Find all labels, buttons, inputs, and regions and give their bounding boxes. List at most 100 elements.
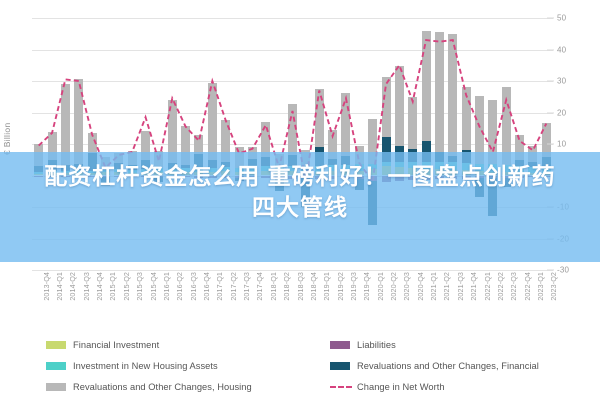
- legend-item[interactable]: Liabilities: [330, 334, 539, 355]
- x-tick-label: 2019-Q2: [335, 272, 345, 301]
- y-tick-dash: [547, 80, 554, 82]
- bar-segment: [381, 137, 391, 163]
- x-tick-label: 2019-Q1: [322, 272, 332, 301]
- bar-segment: [394, 65, 404, 146]
- x-tick-label: 2022-Q3: [509, 272, 519, 301]
- x-tick-label: 2015-Q2: [121, 272, 131, 301]
- legend-label: Financial Investment: [73, 339, 160, 350]
- bar-segment: [328, 130, 338, 159]
- gridline-30: [32, 81, 553, 82]
- legend-label: Revaluations and Other Changes, Financia…: [357, 360, 539, 371]
- promo-banner-overlay: 配资杠杆资金怎么用 重磅利好！一图盘点创新药 四大管线: [0, 152, 600, 262]
- legend-label: Liabilities: [357, 339, 396, 350]
- y-tick-label: -30: [557, 265, 570, 275]
- x-tick-label: 2018-Q3: [295, 272, 305, 301]
- x-tick-label: 2021-Q3: [455, 272, 465, 301]
- legend-item[interactable]: Change in Net Worth: [330, 376, 539, 397]
- x-tick-label: 2020-Q1: [375, 272, 385, 301]
- bar-segment: [515, 134, 525, 160]
- legend-item[interactable]: Investment in New Housing Assets: [46, 355, 252, 376]
- legend-column-left: Financial Investment Investment in New Ho…: [46, 334, 252, 397]
- bar-segment: [408, 97, 418, 150]
- x-tick-label: 2020-Q2: [389, 272, 398, 301]
- x-tick-label: 2019-Q4: [362, 272, 372, 301]
- y-tick-label: 50: [557, 13, 567, 23]
- legend-column-right: Liabilities Revaluations and Other Change…: [330, 334, 539, 397]
- bar-segment: [541, 122, 551, 158]
- x-tick-label: 2019-Q3: [348, 272, 358, 301]
- bar-segment: [288, 104, 297, 155]
- x-tick-label: 2022-Q2: [495, 272, 505, 301]
- legend-swatch-icon: [46, 340, 66, 349]
- legend-swatch-icon: [46, 382, 66, 391]
- legend-item[interactable]: Financial Investment: [46, 334, 252, 355]
- x-tick-label: 2022-Q1: [482, 272, 492, 301]
- chart-legend: Financial Investment Investment in New Ho…: [0, 330, 600, 400]
- y-tick-dash: [547, 17, 554, 19]
- x-tick-label: 2022-Q4: [522, 272, 532, 301]
- x-tick-label: 2017-Q3: [242, 272, 252, 301]
- x-tick-label: 2013-Q4: [41, 272, 51, 301]
- x-tick-label: 2016-Q1: [161, 272, 171, 301]
- legend-item[interactable]: Revaluations and Other Changes, Housing: [46, 376, 252, 397]
- banner-line-2: 四大管线: [252, 194, 348, 220]
- legend-swatch-icon: [330, 385, 352, 388]
- legend-swatch-icon: [330, 340, 350, 349]
- bar-segment: [194, 135, 204, 155]
- bar-segment: [381, 77, 391, 138]
- x-tick-label: 2017-Q4: [255, 272, 265, 301]
- x-tick-label: 2014-Q1: [55, 272, 65, 301]
- x-tick-label: 2017-Q2: [228, 272, 238, 301]
- x-tick-label: 2020-Q4: [415, 272, 425, 301]
- x-tick-label: 2015-Q3: [135, 272, 145, 301]
- bar-segment: [421, 141, 431, 162]
- y-tick-label: 20: [557, 108, 567, 117]
- bar-segment: [181, 125, 191, 166]
- y-tick-dash: [547, 143, 554, 145]
- x-tick-label: 2014-Q4: [95, 272, 105, 301]
- gridline-50: [32, 18, 553, 19]
- y-tick-label: 30: [557, 76, 567, 86]
- y-tick-dash: [547, 112, 554, 113]
- bar-segment: [475, 95, 485, 164]
- bar-segment: [448, 34, 458, 156]
- x-tick-label: 2014-Q2: [68, 272, 78, 301]
- x-tick-label: 2016-Q4: [201, 272, 211, 301]
- y-tick-label: 10: [557, 139, 567, 149]
- bar-segment: [167, 99, 177, 163]
- banner-line-1: 配资杠杆资金怎么用 重磅利好！一图盘点创新药: [44, 163, 556, 189]
- x-tick-label: 2018-Q4: [308, 272, 318, 301]
- x-tick-label: 2018-Q2: [282, 272, 292, 301]
- legend-label: Revaluations and Other Changes, Housing: [73, 381, 252, 392]
- y-axis-title: € Billion: [2, 122, 12, 155]
- bar-segment: [221, 119, 231, 163]
- x-tick-label: 2015-Q1: [108, 272, 118, 301]
- x-tick-label: 2023-Q1: [535, 272, 545, 301]
- bar-segment: [87, 132, 97, 154]
- x-tick-label: 2017-Q1: [215, 272, 225, 301]
- legend-label: Change in Net Worth: [357, 381, 445, 392]
- x-tick-label: 2023-Q2: [549, 272, 559, 301]
- bar-segment: [488, 99, 498, 165]
- bar-segment: [501, 86, 511, 166]
- legend-label: Investment in New Housing Assets: [73, 360, 218, 371]
- bar-segment: [421, 30, 431, 142]
- y-tick-dash: [547, 49, 554, 50]
- bar-segment: [47, 132, 57, 161]
- bar-segment: [207, 82, 217, 160]
- y-tick-label: 40: [557, 45, 567, 54]
- x-tick-label: 2020-Q3: [402, 272, 412, 301]
- legend-item[interactable]: Revaluations and Other Changes, Financia…: [330, 355, 539, 376]
- legend-swatch-icon: [46, 361, 66, 370]
- x-axis-labels: 2013-Q4 2014-Q1 2014-Q2 2014-Q3 2014-Q4 2015-…: [32, 272, 559, 328]
- bar-segment: [434, 32, 444, 153]
- legend-swatch-icon: [330, 361, 350, 370]
- bar-segment: [341, 92, 351, 156]
- gridline--30: [32, 270, 553, 271]
- bar-segment: [141, 131, 151, 160]
- x-tick-label: 2018-Q1: [268, 272, 278, 301]
- bar-segment: [60, 83, 70, 166]
- y-tick-dash: [547, 269, 554, 271]
- x-tick-label: 2014-Q3: [81, 272, 91, 301]
